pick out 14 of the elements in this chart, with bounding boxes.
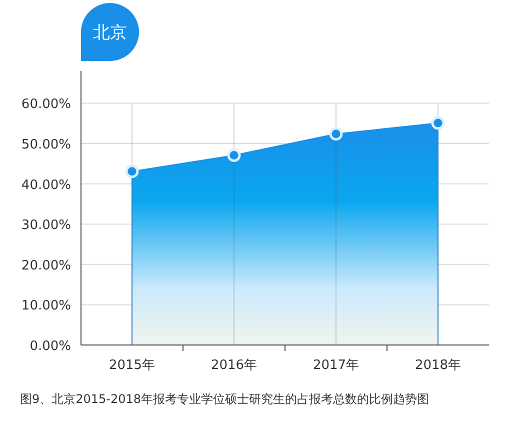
xtick: 2017年 xyxy=(312,358,360,373)
ytick: 50.00% xyxy=(21,138,71,153)
chart-title: 北京 xyxy=(93,23,127,43)
xtick: 2015年 xyxy=(108,358,156,373)
xtick: 2018年 xyxy=(414,358,462,373)
ytick: 20.00% xyxy=(21,258,71,274)
ytick: 40.00% xyxy=(21,178,71,193)
xtick: 2016年 xyxy=(210,358,258,373)
ytick: 60.00% xyxy=(21,97,71,112)
ytick: 0.00% xyxy=(30,339,71,354)
title: 北京 xyxy=(81,3,139,61)
annotation: 图9、北京2015-2018年报考专业学位硕士研究生的占报考总数的比例趋势图 xyxy=(20,392,430,406)
ytick: 10.00% xyxy=(21,298,71,314)
ytick: 30.00% xyxy=(21,218,71,234)
